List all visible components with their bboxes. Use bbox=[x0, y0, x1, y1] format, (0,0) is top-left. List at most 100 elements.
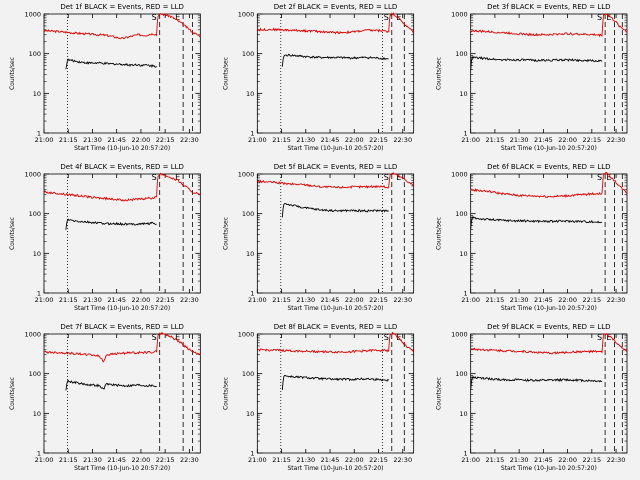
x-tick-label: 21:00 bbox=[248, 136, 267, 144]
x-tick-label: 21:30 bbox=[83, 456, 102, 464]
y-axis-label: Counts/sec bbox=[436, 377, 443, 410]
x-axis-label: Start Time (10-Jun-10 20:57:20) bbox=[74, 145, 170, 152]
y-tick-label: 1000 bbox=[238, 11, 255, 19]
marker-flag-end: E bbox=[606, 13, 611, 22]
x-axis-label: Start Time (10-Jun-10 20:57:20) bbox=[288, 465, 384, 472]
panel-title: Det 9f BLACK = Events, RED = LLD bbox=[487, 323, 610, 331]
x-axis-label: Start Time (10-Jun-10 20:57:20) bbox=[501, 465, 597, 472]
series-red-line bbox=[256, 172, 414, 190]
y-tick-label: 1000 bbox=[238, 331, 255, 339]
panel-title: Det 8f BLACK = Events, RED = LLD bbox=[274, 323, 397, 331]
panel-title: Det 2f BLACK = Events, RED = LLD bbox=[274, 3, 397, 11]
x-tick-label: 21:30 bbox=[83, 296, 102, 304]
panel-title: Det 5f BLACK = Events, RED = LLD bbox=[274, 163, 397, 171]
x-tick-label: 22:00 bbox=[558, 296, 577, 304]
x-tick-label: 21:15 bbox=[59, 296, 78, 304]
x-axis-label: Start Time (10-Jun-10 20:57:20) bbox=[288, 145, 384, 152]
y-tick-label: 10 bbox=[459, 410, 467, 418]
series-red-line bbox=[470, 333, 628, 355]
y-tick-label: 1000 bbox=[451, 171, 468, 179]
x-tick-label: 21:00 bbox=[35, 296, 54, 304]
x-tick-label: 22:30 bbox=[393, 136, 412, 144]
x-tick-label: 21:15 bbox=[59, 136, 78, 144]
x-tick-label: 21:00 bbox=[461, 136, 480, 144]
y-tick-label: 1000 bbox=[238, 171, 255, 179]
y-tick-label: 100 bbox=[242, 210, 254, 218]
plot-frame bbox=[43, 13, 201, 134]
plot-frame bbox=[470, 173, 628, 294]
panel-4: Det 4f BLACK = Events, RED = LLD 1 10 100 10… bbox=[9, 163, 201, 312]
x-axis-label: Start Time (10-Jun-10 20:57:20) bbox=[74, 465, 170, 472]
y-axis-label: Counts/sec bbox=[436, 57, 443, 90]
marker-flag-start: S bbox=[384, 173, 389, 182]
x-tick-label: 21:00 bbox=[35, 136, 54, 144]
series-red-line bbox=[43, 13, 201, 40]
x-tick-label: 21:45 bbox=[534, 456, 553, 464]
x-tick-label: 21:00 bbox=[35, 456, 54, 464]
panel-title: Det 7f BLACK = Events, RED = LLD bbox=[60, 323, 183, 331]
series-black-line bbox=[281, 53, 389, 67]
marker-flag-end: E bbox=[606, 333, 611, 342]
x-tick-label: 21:45 bbox=[107, 456, 126, 464]
plot-frame bbox=[470, 333, 628, 454]
x-tick-label: 22:00 bbox=[345, 136, 364, 144]
series-black-line bbox=[65, 379, 157, 391]
x-tick-label: 22:00 bbox=[345, 296, 364, 304]
x-tick-label: 21:30 bbox=[296, 456, 315, 464]
x-axis-label: Start Time (10-Jun-10 20:57:20) bbox=[74, 305, 170, 312]
series-red-line bbox=[256, 12, 414, 35]
x-tick-label: 22:15 bbox=[369, 136, 388, 144]
y-axis-label: Counts/sec bbox=[222, 377, 229, 410]
x-tick-label: 22:30 bbox=[607, 136, 626, 144]
x-tick-label: 22:30 bbox=[180, 296, 199, 304]
y-tick-label: 10 bbox=[459, 250, 467, 258]
y-tick-label: 1000 bbox=[24, 11, 41, 19]
x-tick-label: 21:15 bbox=[486, 456, 505, 464]
x-tick-label: 21:30 bbox=[83, 136, 102, 144]
x-axis-label: Start Time (10-Jun-10 20:57:20) bbox=[501, 145, 597, 152]
panel-9: Det 9f BLACK = Events, RED = LLD 1 10 100 10… bbox=[436, 323, 628, 472]
marker-flag-start: S bbox=[597, 333, 602, 342]
series-red-line bbox=[470, 13, 628, 38]
y-tick-label: 100 bbox=[29, 50, 41, 58]
x-tick-label: 22:30 bbox=[393, 456, 412, 464]
y-tick-label: 1 bbox=[464, 130, 468, 138]
x-tick-label: 22:30 bbox=[607, 296, 626, 304]
marker-flag-end: E bbox=[396, 173, 401, 182]
y-tick-label: 100 bbox=[242, 370, 254, 378]
y-tick-label: 1 bbox=[250, 290, 254, 298]
y-tick-label: 1 bbox=[464, 290, 468, 298]
x-tick-label: 21:45 bbox=[321, 456, 340, 464]
y-tick-label: 1 bbox=[37, 290, 41, 298]
y-axis-label: Counts/sec bbox=[436, 217, 443, 250]
x-tick-label: 22:15 bbox=[369, 456, 388, 464]
y-tick-label: 1000 bbox=[24, 331, 41, 339]
plot-frame bbox=[256, 333, 415, 454]
x-tick-label: 22:15 bbox=[156, 136, 175, 144]
x-tick-label: 22:15 bbox=[582, 456, 601, 464]
y-tick-label: 1000 bbox=[451, 11, 468, 19]
x-tick-label: 21:45 bbox=[107, 296, 126, 304]
x-tick-label: 21:30 bbox=[296, 136, 315, 144]
y-tick-label: 1 bbox=[250, 450, 254, 458]
y-tick-label: 100 bbox=[455, 210, 467, 218]
series-black-line bbox=[65, 218, 157, 230]
y-tick-label: 1000 bbox=[451, 331, 468, 339]
panel-6: Det 6f BLACK = Events, RED = LLD 1 10 100 10… bbox=[436, 163, 628, 312]
y-tick-label: 10 bbox=[459, 90, 467, 98]
plot-frame bbox=[470, 13, 628, 134]
x-tick-label: 21:15 bbox=[272, 136, 291, 144]
marker-flag-start: S bbox=[384, 13, 389, 22]
marker-flag-start: S bbox=[597, 173, 602, 182]
series-black-line bbox=[470, 55, 603, 71]
marker-flag-start: S bbox=[152, 173, 157, 182]
marker-flag-end: E bbox=[175, 13, 180, 22]
marker-flag-start: S bbox=[152, 333, 157, 342]
x-tick-label: 21:15 bbox=[59, 456, 78, 464]
y-tick-label: 100 bbox=[29, 210, 41, 218]
x-tick-label: 21:30 bbox=[510, 296, 529, 304]
panel-title: Det 3f BLACK = Events, RED = LLD bbox=[487, 3, 610, 11]
x-tick-label: 21:00 bbox=[248, 456, 267, 464]
x-axis-label: Start Time (10-Jun-10 20:57:20) bbox=[501, 305, 597, 312]
